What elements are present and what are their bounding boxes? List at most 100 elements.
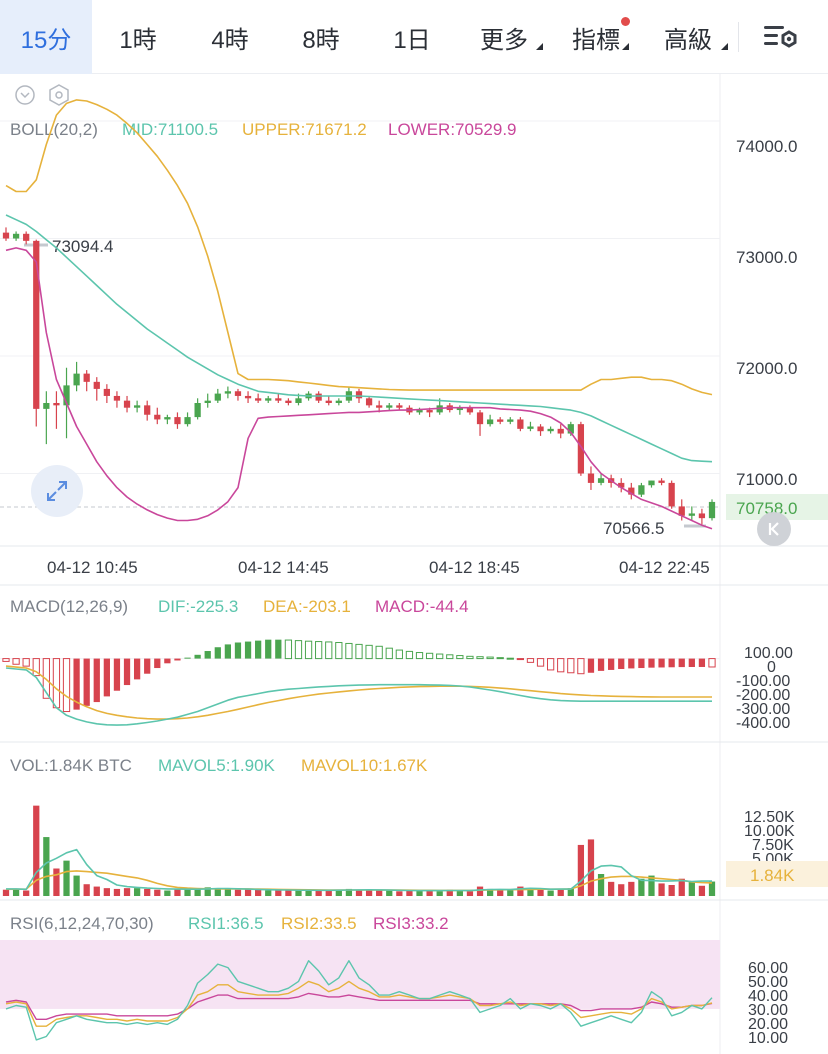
tab-advanced-label: 高級 [664,26,712,54]
volume-bar [648,875,655,896]
tab-more-label: 更多 [480,26,528,54]
macd-tick-100: 100.00 [744,645,793,662]
scroll-to-latest-button[interactable] [757,512,791,546]
macd-histogram-bar [113,658,121,691]
tab-8h-label: 8時 [302,26,340,54]
boll-mid-label: MID:71100.5 [122,120,218,139]
rsi-tick-50: 50.00 [748,974,788,991]
indicator-settings-icon[interactable] [49,84,69,106]
tab-indicators[interactable]: 指標 [550,0,642,74]
candle-body [708,501,716,519]
candle-body [577,424,585,474]
tab-1h-label: 1時 [119,26,157,54]
boll-layer [5,99,713,530]
volume-bar [184,888,191,896]
macd-tick-neg200: -200.00 [736,687,790,704]
volume-bar [708,881,716,896]
tab-more[interactable]: 更多 [458,0,550,74]
macd-histogram-bar [708,658,716,668]
volume-bar [507,890,514,896]
volume-bar [668,885,675,896]
vol-tick-7500: 7.50K [752,837,794,854]
candle-body [174,417,181,425]
low-price-label: 70566.5 [603,519,664,538]
candle-body [103,388,110,396]
volume-bar [537,889,544,896]
vol-layer [2,805,716,896]
interval-tab-bar: 15分 1時 4時 8時 1日 更多 指標 高級 [0,0,828,74]
candle-body [265,398,272,401]
caret-down-icon [721,43,728,50]
macd-histogram-bar [164,658,171,664]
macd-dea-line [5,665,712,720]
volume-bar [376,889,383,896]
macd-histogram-bar [2,658,10,662]
tab-15min-label: 15分 [20,26,72,54]
kline-chart[interactable]: BOLL(20,2) MID:71100.5 UPPER:71671.2 LOW… [0,74,828,1054]
macd-histogram-bar [73,658,80,710]
candle-body [618,482,625,488]
macd-histogram-bar [526,658,535,663]
tab-1d[interactable]: 1日 [366,0,458,74]
macd-histogram-bar [234,642,242,659]
macd-histogram-bar [133,658,141,680]
volume-bar [628,881,635,896]
skip-to-end-icon [768,522,779,536]
tab-1h[interactable]: 1時 [92,0,184,74]
vol-current-value: 1.84K [750,866,795,885]
macd-histogram-bar [547,658,555,671]
candle-body [365,398,373,406]
macd-histogram-bar [425,652,434,660]
volume-bar [355,889,363,896]
volume-bar [557,889,564,896]
rsi-tick-30: 30.00 [748,1002,788,1019]
volume-bar [466,891,474,896]
volume-bar [2,889,10,896]
macd-histogram-bar [144,658,151,674]
candle-body [285,400,292,403]
candle-body [386,405,393,408]
rsi1-line [5,960,713,1041]
volume-bar [678,878,685,896]
macd-histogram-bar [32,658,40,677]
macd-histogram-bar [224,644,232,659]
volume-bar [23,890,30,896]
macd-histogram-bar [688,658,695,667]
vol-mavol5-label: MAVOL5:1.90K [158,756,276,775]
volume-bar [194,888,201,896]
vol-indicator-name: VOL:1.84K BTC [10,756,132,775]
candle-body [234,391,242,396]
volume-bar [174,888,181,896]
volume-bar [476,886,484,896]
macd-layer [2,639,716,726]
macd-histogram-bar [648,658,655,668]
collapse-indicators-icon[interactable] [15,85,35,105]
volume-bar [426,890,433,896]
tab-8h[interactable]: 8時 [276,0,366,74]
volume-bar [255,889,262,896]
macd-histogram-bar [415,652,424,660]
candle-body [53,403,60,406]
fullscreen-button[interactable] [31,465,83,517]
volume-bar [285,890,292,896]
macd-histogram-bar [597,658,605,671]
candle-body [658,480,665,483]
candle-body [355,391,363,399]
volume-bar [133,888,141,896]
candle-body [83,373,90,382]
vol-tick-12500: 12.50K [744,809,795,826]
tab-15min[interactable]: 15分 [0,0,92,74]
tab-4h[interactable]: 4時 [184,0,276,74]
candle-body [426,410,433,413]
boll-indicator-name: BOLL(20,2) [10,120,98,139]
volume-bar [123,888,131,896]
candle-body [507,419,514,422]
volume-bar [527,888,534,896]
volume-bar [33,805,40,896]
candle-body [587,473,595,483]
tab-advanced[interactable]: 高級 [642,0,734,74]
chart-settings-icon[interactable] [762,22,800,54]
macd-histogram-bar [405,650,414,660]
macd-histogram-bar [638,658,645,669]
boll-mid-line [5,214,713,463]
